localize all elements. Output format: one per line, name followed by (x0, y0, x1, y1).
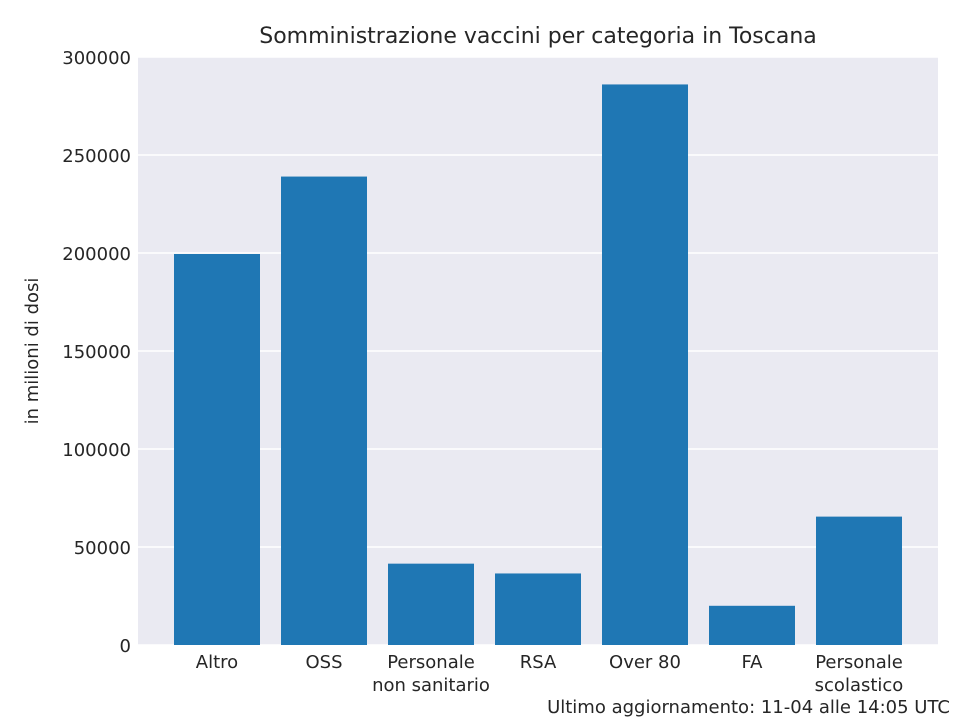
grid-lines (138, 56, 938, 646)
y-axis-label: in milioni di dosi (22, 278, 43, 425)
bar (709, 605, 795, 645)
x-tick-label: Personale scolastico (815, 652, 904, 696)
y-tick-label: 150000 (62, 342, 131, 363)
y-tick-label: 300000 (62, 48, 131, 69)
bars (174, 84, 902, 646)
x-tick-label: Personale non sanitario (372, 652, 490, 696)
x-tick-labels: Altro OSS Personale non sanitario RSA Over 80… (196, 652, 904, 696)
chart-title: Somministrazione vaccini per categoria i… (259, 24, 817, 49)
bar (816, 516, 902, 645)
y-tick-labels: 0 50000 100000 150000 200000 250000 300000 (62, 48, 131, 657)
bar (281, 176, 367, 645)
x-tick-label: FA (741, 652, 763, 673)
last-updated-footer: Ultimo aggiornamento: 11-04 alle 14:05 U… (547, 697, 950, 718)
y-tick-label: 200000 (62, 244, 131, 265)
x-tick-label: OSS (305, 652, 342, 673)
y-tick-label: 50000 (74, 538, 131, 559)
bar (495, 573, 581, 645)
y-tick-label: 0 (120, 636, 131, 657)
bar (174, 253, 260, 646)
x-tick-label: RSA (520, 652, 557, 673)
x-tick-label: Altro (196, 652, 238, 673)
x-tick-label: Over 80 (609, 652, 681, 673)
y-tick-label: 250000 (62, 146, 131, 167)
bar (388, 563, 474, 645)
y-tick-label: 100000 (62, 440, 131, 461)
bar (602, 84, 688, 645)
